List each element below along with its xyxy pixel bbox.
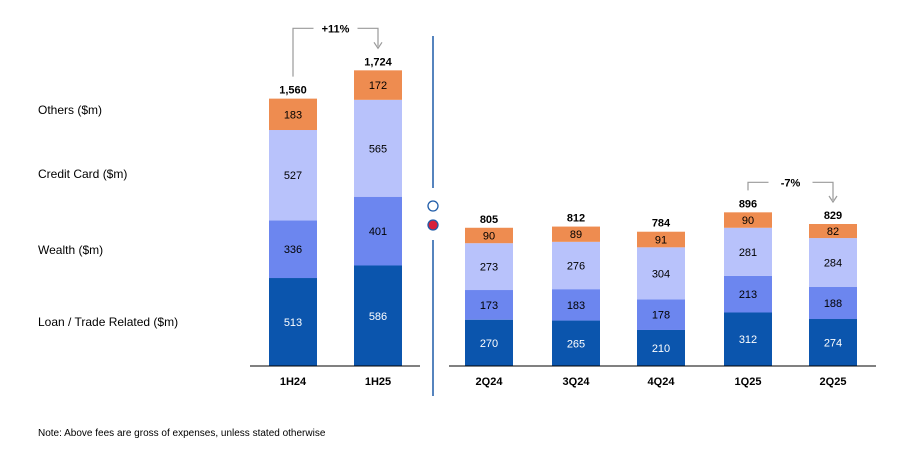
bar-card-2Q24 — [465, 243, 513, 291]
category-label-4Q24: 4Q24 — [648, 376, 676, 388]
footnote: Note: Above fees are gross of expenses, … — [38, 428, 326, 439]
bar-wealth-1Q25 — [724, 275, 772, 313]
bar-others-2Q25 — [809, 223, 857, 239]
data-label-wealth-1H25: 401 — [369, 226, 387, 238]
data-label-card-4Q24: 304 — [652, 268, 670, 280]
growth-bracket-left-2 — [747, 181, 769, 191]
data-label-card-2Q24: 273 — [480, 262, 498, 274]
data-label-others-1Q25: 90 — [742, 215, 754, 227]
data-label-loan-4Q24: 210 — [652, 343, 670, 355]
data-label-others-2Q24: 90 — [483, 230, 495, 242]
data-label-wealth-3Q24: 183 — [567, 300, 585, 312]
growth-bracket-right-2 — [812, 181, 834, 200]
bar-loan-2Q24 — [465, 319, 513, 366]
category-label-3Q24: 3Q24 — [563, 376, 591, 388]
legend-others: Others ($m) — [38, 103, 103, 117]
data-label-others-4Q24: 91 — [655, 235, 667, 247]
bar-others-3Q24 — [552, 226, 600, 242]
data-label-others-2Q25: 82 — [827, 226, 839, 238]
bar-wealth-2Q24 — [465, 290, 513, 320]
data-label-wealth-1Q25: 213 — [739, 289, 757, 301]
data-label-loan-2Q25: 274 — [824, 338, 842, 350]
bar-wealth-3Q24 — [552, 289, 600, 321]
data-label-wealth-1H24: 336 — [284, 244, 302, 256]
growth-label-1: +11% — [322, 23, 350, 35]
total-label-1H25: 1,724 — [364, 56, 392, 68]
category-label-1Q25: 1Q25 — [735, 376, 762, 388]
bar-others-1H24 — [269, 98, 317, 131]
data-label-others-1H24: 183 — [284, 109, 302, 121]
divider-open-circle — [427, 200, 439, 212]
category-label-1H25: 1H25 — [365, 376, 391, 388]
data-label-card-1Q25: 281 — [739, 247, 757, 259]
bar-wealth-4Q24 — [637, 299, 685, 330]
bar-others-2Q24 — [465, 227, 513, 244]
data-label-wealth-2Q25: 188 — [824, 298, 842, 310]
total-label-2Q24: 805 — [480, 214, 498, 226]
data-label-card-2Q25: 284 — [824, 257, 842, 269]
data-label-loan-1Q25: 312 — [739, 334, 757, 346]
legend-credit-card: Credit Card ($m) — [38, 167, 128, 181]
bar-loan-1H24 — [269, 278, 317, 366]
legend-wealth: Wealth ($m) — [38, 243, 104, 257]
bar-others-4Q24 — [637, 231, 685, 248]
category-label-2Q25: 2Q25 — [820, 376, 847, 388]
total-label-3Q24: 812 — [567, 213, 585, 225]
bar-loan-1H25 — [354, 265, 402, 366]
bar-loan-3Q24 — [552, 320, 600, 366]
bar-card-3Q24 — [552, 241, 600, 290]
data-label-loan-1H25: 586 — [369, 311, 387, 323]
bar-wealth-2Q25 — [809, 286, 857, 320]
growth-bracket-left-1 — [292, 27, 314, 77]
legend-loan-trade: Loan / Trade Related ($m) — [38, 315, 179, 329]
bar-card-4Q24 — [637, 247, 685, 300]
data-label-card-3Q24: 276 — [567, 261, 585, 273]
divider-filled-circle — [427, 219, 439, 231]
data-label-loan-2Q24: 270 — [480, 338, 498, 350]
growth-label-2: -7% — [781, 177, 801, 189]
bar-others-1H25 — [354, 70, 402, 100]
bar-others-1Q25 — [724, 212, 772, 228]
bar-card-1H24 — [269, 130, 317, 221]
bar-loan-4Q24 — [637, 329, 685, 366]
total-label-1H24: 1,560 — [279, 85, 307, 97]
bar-card-2Q25 — [809, 238, 857, 287]
category-label-1H24: 1H24 — [280, 376, 307, 388]
data-label-wealth-2Q24: 173 — [480, 300, 498, 312]
bar-card-1H25 — [354, 99, 402, 197]
category-label-2Q24: 2Q24 — [476, 376, 504, 388]
bar-loan-2Q25 — [809, 319, 857, 366]
total-label-1Q25: 896 — [739, 198, 757, 210]
bar-loan-1Q25 — [724, 312, 772, 366]
data-label-wealth-4Q24: 178 — [652, 310, 670, 322]
growth-arrowhead-1 — [373, 42, 383, 50]
total-label-2Q25: 829 — [824, 210, 842, 222]
data-label-card-1H25: 565 — [369, 143, 387, 155]
growth-bracket-right-1 — [357, 27, 379, 47]
data-label-others-3Q24: 89 — [570, 229, 582, 241]
bar-wealth-1H24 — [269, 220, 317, 279]
data-label-loan-1H24: 513 — [284, 317, 302, 329]
bar-wealth-1H25 — [354, 196, 402, 266]
data-label-loan-3Q24: 265 — [567, 338, 585, 350]
growth-arrowhead-2 — [828, 195, 838, 204]
bar-card-1Q25 — [724, 227, 772, 276]
data-label-others-1H25: 172 — [369, 80, 387, 92]
data-label-card-1H24: 527 — [284, 170, 302, 182]
total-label-4Q24: 784 — [652, 218, 671, 230]
